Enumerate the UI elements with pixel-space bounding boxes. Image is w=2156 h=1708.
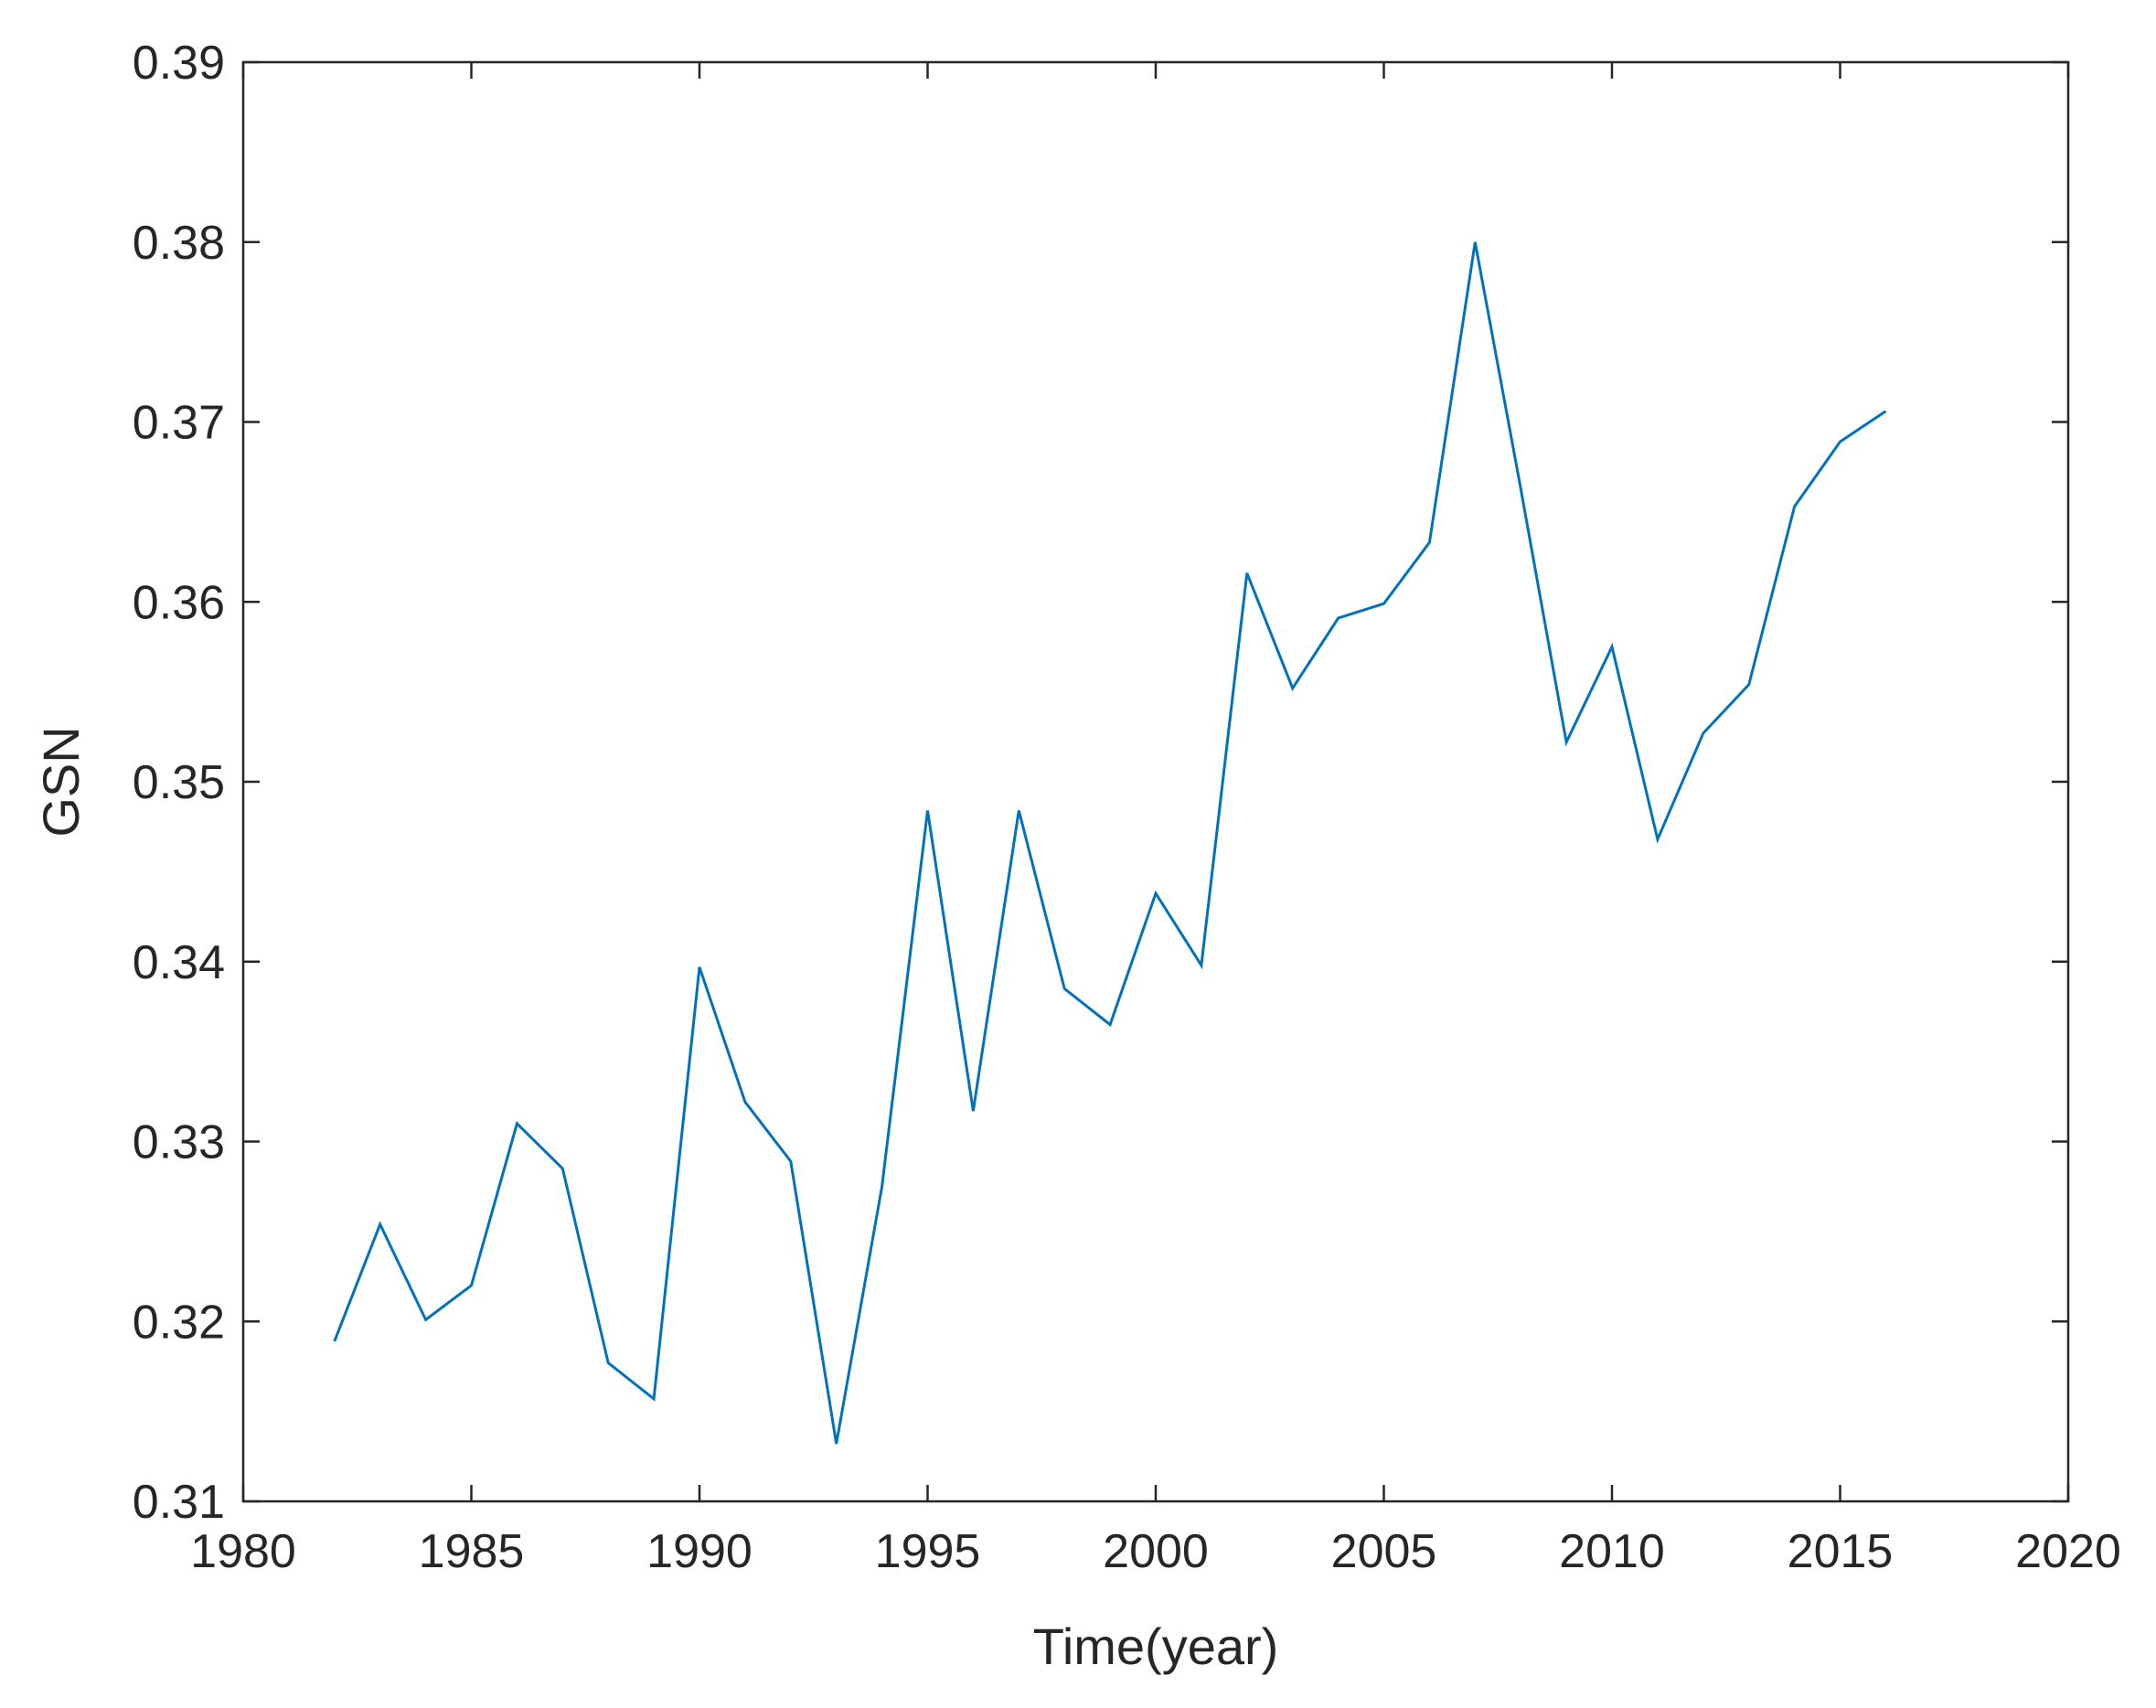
x-tick-label: 1985 [419,1525,525,1578]
x-tick-label: 2000 [1103,1525,1209,1578]
axis-ticks: 1980 1985 1990 1995 2000 2005 2010 2015 2020 0.31… [133,37,2121,1578]
x-tick-label: 2010 [1559,1525,1665,1578]
x-tick-label: 1995 [875,1525,981,1578]
y-tick-label: 0.33 [133,1116,225,1169]
x-tick-label: 1990 [646,1525,752,1578]
x-tick-label: 2015 [1788,1525,1894,1578]
series-line [333,241,1887,1445]
y-tick-label: 0.39 [133,37,225,90]
y-axis-title: GSN [32,726,90,837]
x-tick-label: 1980 [190,1525,296,1578]
y-tick-label: 0.37 [133,397,225,450]
x-axis-title: Time(year) [1033,1617,1279,1675]
x-tick-label: 2020 [2015,1525,2121,1578]
y-tick-label: 0.32 [133,1296,225,1349]
y-tick-label: 0.31 [133,1476,225,1529]
y-tick-label: 0.34 [133,936,225,989]
series-layer [333,241,1887,1445]
y-tick-label: 0.36 [133,576,225,629]
y-tick-label: 0.35 [133,756,225,809]
plot-frame [241,60,2070,1503]
y-tick-label: 0.38 [133,217,225,270]
x-tick-label: 2005 [1331,1525,1437,1578]
